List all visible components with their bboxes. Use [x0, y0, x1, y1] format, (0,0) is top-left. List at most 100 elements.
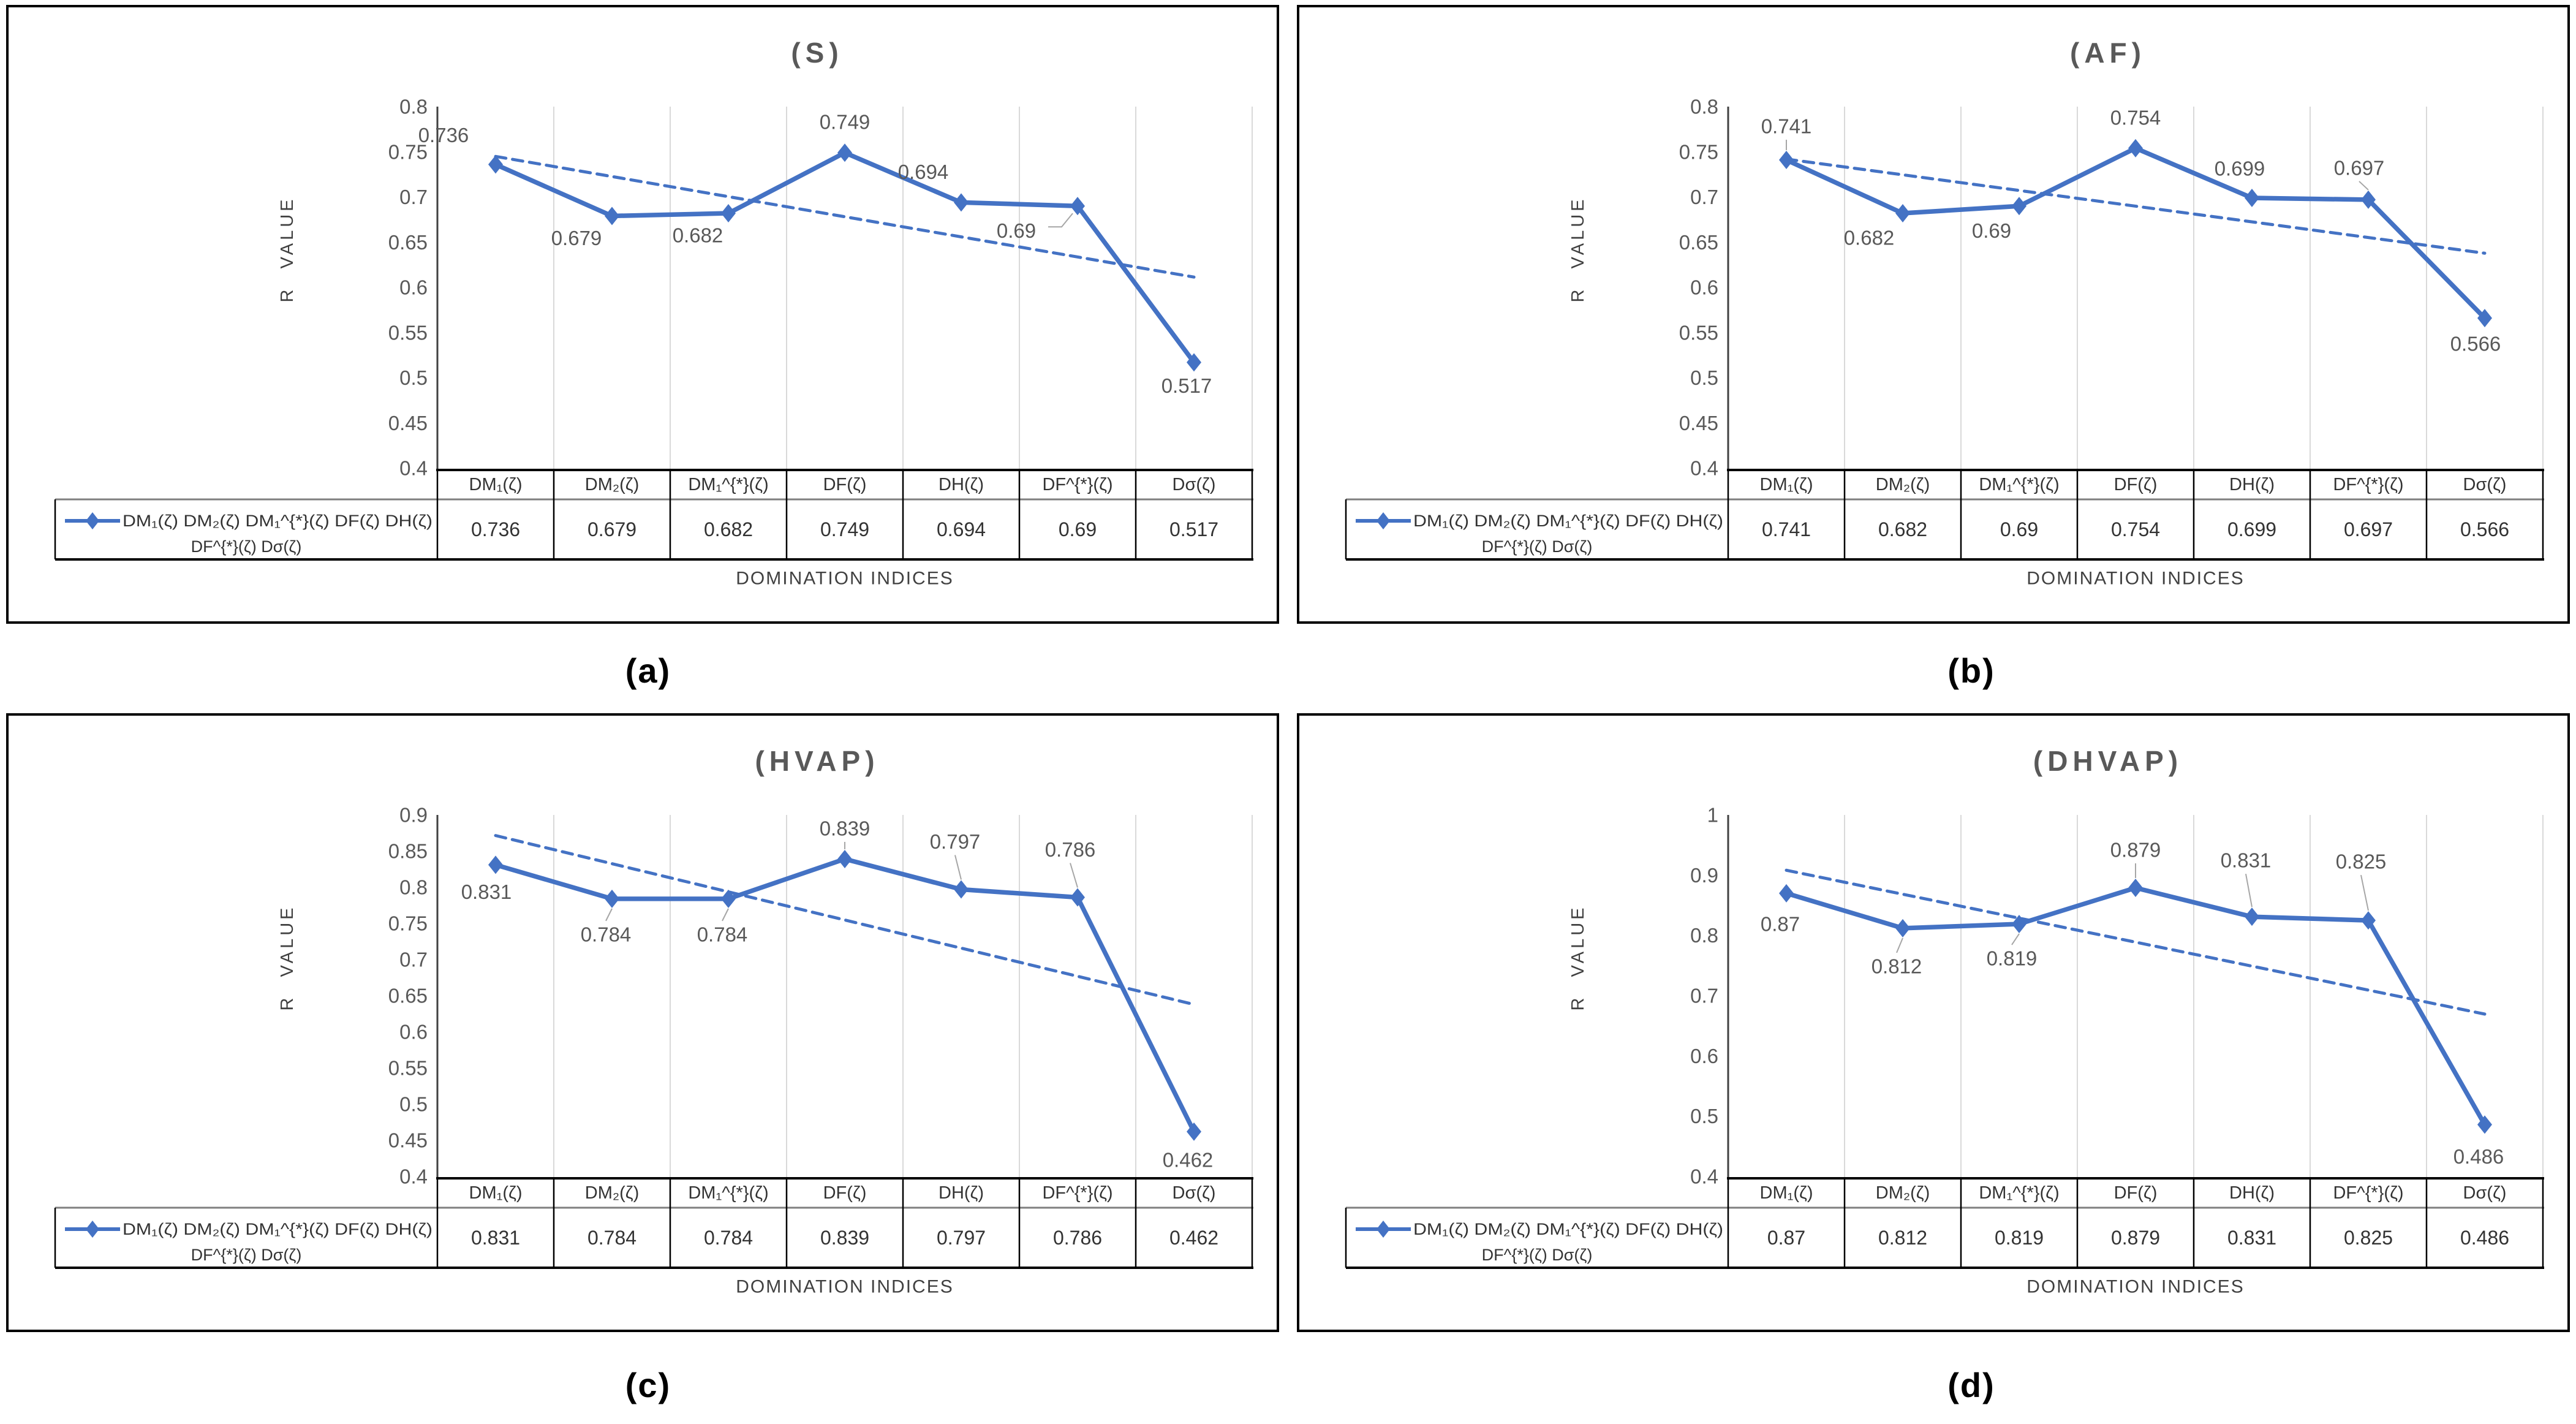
data-point-marker — [1895, 204, 1910, 223]
legend-label-line2: DF^{*}(ζ) Dσ(ζ) — [191, 1246, 302, 1264]
data-point-marker — [721, 889, 736, 908]
legend-marker-diamond-icon — [86, 1221, 99, 1238]
table-value-cell: 0.694 — [937, 518, 986, 540]
chart-title: (DHVAP) — [2033, 745, 2183, 777]
table-header-cell: DM₁(ζ) — [469, 1183, 523, 1203]
label-leader-line — [1896, 937, 1903, 953]
y-axis-tick-label: 0.6 — [1690, 1045, 1718, 1067]
data-point-marker — [954, 880, 969, 899]
data-point-marker — [605, 206, 619, 225]
legend-label-line2: DF^{*}(ζ) Dσ(ζ) — [1482, 1246, 1593, 1264]
y-axis-tick-label: 0.4 — [399, 457, 428, 480]
data-label: 0.786 — [1045, 838, 1096, 861]
table-value-cell: 0.812 — [1878, 1227, 1927, 1249]
legend-label-line1: DM₁(ζ) DM₂(ζ) DM₁^{*}(ζ) DF(ζ) DH(ζ) — [123, 1220, 432, 1238]
legend-label-line1: DM₁(ζ) DM₂(ζ) DM₁^{*}(ζ) DF(ζ) DH(ζ) — [123, 512, 432, 530]
data-point-marker — [1779, 884, 1794, 903]
label-leader-line — [2011, 933, 2020, 945]
y-axis-tick-label: 0.6 — [1690, 276, 1718, 299]
table-header-cell: DM₁^{*}(ζ) — [1979, 1183, 2059, 1203]
table-header-cell: DF^{*}(ζ) — [1042, 475, 1112, 494]
y-axis-tick-label: 0.8 — [399, 96, 428, 118]
x-axis-title: DOMINATION INDICES — [736, 1277, 953, 1297]
table-value-cell: 0.831 — [471, 1227, 520, 1249]
y-axis-tick-label: 0.85 — [388, 840, 428, 863]
data-point-marker — [2128, 138, 2143, 157]
table-value-cell: 0.566 — [2460, 518, 2509, 540]
data-label: 0.87 — [1761, 912, 1800, 935]
table-header-cell: DH(ζ) — [2229, 475, 2275, 494]
legend-marker-diamond-icon — [1377, 1221, 1390, 1238]
data-point-marker — [2012, 197, 2026, 216]
y-axis-tick-label: 0.75 — [1679, 140, 1718, 163]
y-axis-tick-label: 0.7 — [1690, 186, 1718, 208]
chart-title: (S) — [791, 37, 843, 69]
data-point-marker — [488, 855, 503, 874]
table-header-cell: DH(ζ) — [939, 475, 984, 494]
y-axis-tick-label: 0.45 — [1679, 412, 1718, 434]
y-axis-tick-label: 0.55 — [388, 1057, 428, 1080]
table-header-cell: DF(ζ) — [823, 1183, 867, 1203]
table-value-cell: 0.87 — [1767, 1227, 1805, 1249]
table-value-cell: 0.69 — [2000, 518, 2038, 540]
trendline-dashed — [494, 154, 1196, 279]
data-label: 0.749 — [820, 111, 871, 134]
data-label: 0.69 — [997, 219, 1036, 242]
table-header-cell: DM₂(ζ) — [1876, 475, 1930, 494]
table-value-cell: 0.736 — [471, 518, 520, 540]
y-axis-tick-label: 1 — [1707, 804, 1718, 827]
table-value-cell: 0.797 — [937, 1227, 986, 1249]
table-header-cell: DF^{*}(ζ) — [1042, 1183, 1112, 1203]
legend-marker-diamond-icon — [86, 512, 99, 529]
chart-panel-a: 0.8 0.75 0.7 0.65 0.6 0.55 0.5 0.45 0.4 R VALUE (S… — [6, 5, 1279, 624]
data-point-marker — [2128, 878, 2143, 897]
data-label: 0.736 — [418, 124, 469, 146]
y-axis-tick-label: 0.55 — [1679, 321, 1718, 344]
y-axis-tick-label: 0.6 — [399, 1021, 428, 1043]
data-label: 0.694 — [898, 161, 949, 183]
chart-panel-d: 1 0.9 0.8 0.7 0.6 0.5 0.4 R VALUE (DHVAP) 0.87 0.8… — [1297, 713, 2570, 1332]
data-label: 0.812 — [1872, 955, 1922, 977]
data-label: 0.797 — [930, 830, 981, 853]
label-leader-line — [1048, 213, 1073, 228]
label-leader-line — [1070, 863, 1078, 888]
x-axis-title: DOMINATION INDICES — [2026, 1277, 2244, 1297]
x-axis-title: DOMINATION INDICES — [2026, 569, 2244, 589]
y-axis-tick-label: 0.8 — [399, 876, 428, 899]
table-value-cell: 0.839 — [820, 1227, 869, 1249]
data-point-marker — [837, 849, 852, 868]
y-axis-title: R VALUE — [278, 905, 297, 1011]
y-axis-tick-label: 0.7 — [1690, 985, 1718, 1007]
data-point-marker — [721, 204, 736, 223]
label-leader-line — [2359, 181, 2369, 191]
table-value-cell: 0.682 — [704, 518, 753, 540]
data-label: 0.697 — [2334, 156, 2385, 179]
label-leader-line — [2245, 874, 2253, 907]
y-axis-tick-label: 0.8 — [1690, 96, 1718, 118]
legend-label-line1: DM₁(ζ) DM₂(ζ) DM₁^{*}(ζ) DF(ζ) DH(ζ) — [1413, 1220, 1723, 1238]
legend-label-line1: DM₁(ζ) DM₂(ζ) DM₁^{*}(ζ) DF(ζ) DH(ζ) — [1413, 512, 1723, 530]
data-label: 0.839 — [820, 817, 871, 839]
trendline-dashed — [494, 834, 1196, 1006]
y-axis-tick-label: 0.65 — [1679, 231, 1718, 254]
x-axis-title: DOMINATION INDICES — [736, 569, 953, 589]
chart-panel-c: 0.9 0.85 0.8 0.75 0.7 0.65 0.6 0.55 0.5 0.45 0.4 R … — [6, 713, 1279, 1332]
y-axis-tick-label: 0.4 — [399, 1165, 428, 1188]
table-value-cell: 0.786 — [1053, 1227, 1102, 1249]
table-value-cell: 0.69 — [1059, 518, 1097, 540]
data-point-marker — [1187, 353, 1201, 372]
table-value-cell: 0.825 — [2344, 1227, 2393, 1249]
y-axis-tick-label: 0.5 — [1690, 366, 1718, 389]
data-point-marker — [488, 155, 503, 174]
y-axis-tick-label: 0.45 — [388, 412, 428, 434]
table-header-cell: DF(ζ) — [2114, 1183, 2158, 1203]
y-axis-tick-label: 0.5 — [399, 1093, 428, 1116]
chart-svg-d: 1 0.9 0.8 0.7 0.6 0.5 0.4 R VALUE (DHVAP) 0.87 0.8… — [1345, 745, 2544, 1297]
table-header-cell: DF^{*}(ζ) — [2333, 1183, 2403, 1203]
chart-svg-a: 0.8 0.75 0.7 0.65 0.6 0.55 0.5 0.45 0.4 R VALUE (S… — [54, 37, 1253, 589]
chart-title: (HVAP) — [755, 745, 879, 777]
label-leader-line — [954, 855, 962, 880]
table-value-cell: 0.831 — [2227, 1227, 2276, 1249]
data-label: 0.682 — [1844, 227, 1895, 249]
y-axis-tick-label: 0.75 — [388, 140, 428, 163]
